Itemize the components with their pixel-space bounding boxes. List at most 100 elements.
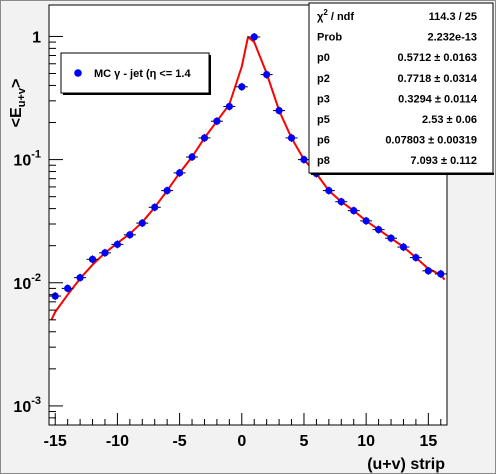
data-point bbox=[335, 197, 348, 206]
marker bbox=[51, 292, 59, 300]
data-point bbox=[273, 106, 286, 115]
y-axis-title: <Eu+v> bbox=[8, 79, 28, 128]
data-point bbox=[186, 152, 199, 161]
stats-label: p8 bbox=[317, 155, 330, 167]
points-layer bbox=[49, 32, 447, 301]
data-point bbox=[223, 102, 236, 111]
marker bbox=[275, 106, 283, 115]
x-tick-label: -5 bbox=[172, 433, 186, 450]
data-point bbox=[173, 168, 186, 177]
marker bbox=[213, 117, 221, 125]
y-tick-label: 10-1 bbox=[13, 149, 41, 170]
stats-label: p6 bbox=[317, 135, 330, 147]
stats-label: Prob bbox=[317, 32, 342, 44]
data-point bbox=[210, 117, 223, 126]
x-tick-label: -15 bbox=[44, 433, 67, 450]
stats-label: χ2 / ndf bbox=[317, 8, 354, 23]
data-point bbox=[235, 82, 248, 91]
marker bbox=[200, 134, 209, 142]
marker bbox=[113, 240, 122, 248]
data-point bbox=[434, 269, 447, 278]
data-point bbox=[297, 155, 310, 164]
marker bbox=[64, 284, 72, 292]
legend-marker bbox=[74, 69, 82, 77]
fit-curve bbox=[50, 36, 446, 321]
data-point bbox=[136, 219, 149, 228]
data-point bbox=[385, 234, 398, 243]
marker bbox=[300, 156, 308, 164]
stats-box: χ2 / ndf 114.3 / 25 Prob 2.232e-13 p0 0.5712 … bbox=[308, 2, 494, 175]
x-tick-label: 10 bbox=[357, 433, 375, 450]
data-point bbox=[148, 203, 161, 212]
data-point bbox=[111, 240, 124, 249]
marker bbox=[250, 33, 258, 41]
marker bbox=[101, 249, 109, 257]
stats-value: 0.7718 ± 0.0314 bbox=[398, 73, 478, 85]
data-point bbox=[74, 273, 87, 282]
marker bbox=[412, 254, 420, 262]
marker bbox=[238, 83, 246, 91]
x-tick-label: 0 bbox=[237, 433, 246, 450]
data-point bbox=[422, 266, 435, 275]
axes-layer: -15 -10 -5 0 5 10 15 10-3 10-2 10-1 1 bbox=[13, 29, 442, 450]
data-point bbox=[123, 230, 136, 239]
marker bbox=[188, 153, 196, 161]
data-point bbox=[360, 216, 373, 225]
marker bbox=[88, 255, 97, 263]
marker bbox=[163, 187, 171, 195]
marker bbox=[337, 198, 345, 206]
legend-label: MC γ - jet (η <= 1.4 bbox=[94, 68, 191, 80]
marker bbox=[263, 70, 271, 79]
marker bbox=[225, 102, 233, 111]
stats-label: p5 bbox=[317, 114, 330, 126]
stats-label: p2 bbox=[317, 73, 330, 85]
stats-label: p3 bbox=[317, 93, 330, 105]
marker bbox=[287, 134, 296, 142]
marker bbox=[175, 169, 184, 177]
stats-value: 0.5712 ± 0.0163 bbox=[398, 52, 477, 64]
stats-frame bbox=[308, 2, 494, 174]
marker bbox=[387, 234, 395, 242]
marker bbox=[362, 217, 370, 225]
data-point bbox=[98, 248, 111, 257]
y-tick-label: 10-3 bbox=[13, 395, 41, 416]
marker bbox=[325, 187, 333, 195]
stats-value: 7.093 ± 0.112 bbox=[410, 155, 477, 167]
y-axis-label: <Eu+v> bbox=[8, 79, 28, 128]
stats-value: 114.3 / 25 bbox=[429, 11, 477, 23]
x-tick-label: 15 bbox=[419, 433, 437, 450]
marker bbox=[138, 219, 146, 227]
data-point bbox=[347, 206, 360, 215]
legend: MC γ - jet (η <= 1.4 bbox=[60, 52, 211, 95]
data-point bbox=[322, 186, 335, 195]
marker bbox=[350, 207, 358, 215]
y-tick-label: 10-2 bbox=[13, 272, 41, 293]
data-point bbox=[161, 186, 174, 195]
marker bbox=[76, 274, 84, 282]
stats-value: 2.53 ± 0.06 bbox=[422, 114, 477, 126]
data-point bbox=[397, 243, 410, 252]
marker bbox=[399, 243, 408, 251]
x-tick-label: -10 bbox=[106, 433, 129, 450]
marker bbox=[126, 231, 134, 239]
stats-label: p0 bbox=[317, 52, 330, 64]
marker bbox=[437, 270, 445, 278]
data-point bbox=[248, 32, 261, 41]
x-tick-label: 5 bbox=[300, 433, 309, 450]
marker bbox=[151, 203, 159, 211]
data-point bbox=[372, 225, 385, 234]
data-point bbox=[198, 133, 211, 142]
fit-layer bbox=[50, 36, 446, 321]
marker bbox=[374, 226, 383, 234]
x-axis-label: (u+v) strip bbox=[367, 456, 445, 473]
stats-value: 0.07803 ± 0.00319 bbox=[385, 135, 477, 147]
marker bbox=[424, 267, 432, 275]
data-point bbox=[61, 284, 74, 293]
y-tick-label: 1 bbox=[32, 29, 41, 46]
data-point bbox=[86, 255, 99, 264]
data-point bbox=[409, 253, 422, 262]
stats-value: 0.3294 ± 0.0114 bbox=[398, 93, 478, 105]
data-point bbox=[260, 70, 273, 79]
